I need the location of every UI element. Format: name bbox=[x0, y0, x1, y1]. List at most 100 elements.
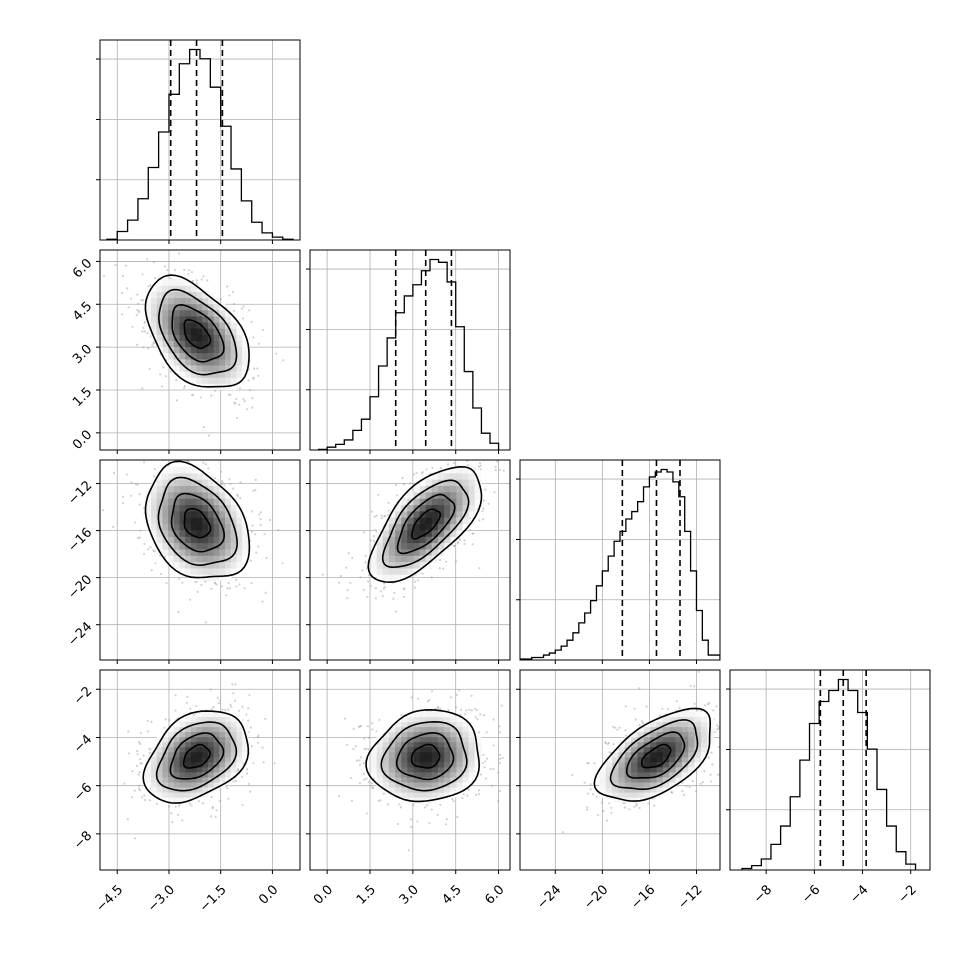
scatter-point bbox=[252, 489, 255, 492]
scatter-point bbox=[220, 483, 223, 486]
scatter-point bbox=[252, 376, 255, 379]
scatter-point bbox=[455, 693, 459, 696]
scatter-point bbox=[359, 576, 362, 579]
density-cell bbox=[413, 766, 421, 773]
density-cell bbox=[185, 561, 192, 569]
scatter-point bbox=[181, 819, 184, 822]
scatter-point bbox=[160, 415, 162, 417]
scatter-point bbox=[464, 713, 467, 716]
density-cell bbox=[156, 542, 163, 550]
density-cell bbox=[401, 542, 408, 550]
density-cell bbox=[438, 504, 445, 512]
scatter-point bbox=[374, 529, 377, 532]
density-cell bbox=[242, 364, 249, 372]
scatter-point bbox=[183, 455, 185, 457]
density-cell bbox=[173, 510, 181, 518]
density-cell bbox=[156, 328, 163, 335]
density-cell bbox=[190, 291, 198, 299]
density-cell bbox=[196, 529, 203, 537]
density-cell bbox=[190, 746, 198, 753]
scatter-point bbox=[444, 823, 448, 826]
density-cell bbox=[431, 548, 439, 556]
scatter-point bbox=[365, 812, 369, 815]
density-cell bbox=[207, 328, 215, 335]
scatter-point bbox=[282, 359, 285, 362]
density-cell bbox=[413, 761, 421, 768]
density-cell bbox=[156, 776, 163, 783]
scatter-point bbox=[463, 542, 466, 546]
density-cell bbox=[168, 485, 175, 493]
density-cell bbox=[468, 485, 476, 493]
density-cell bbox=[162, 498, 169, 506]
density-cell bbox=[202, 491, 209, 499]
density-cell bbox=[190, 510, 198, 518]
scatter-point bbox=[624, 729, 627, 732]
density-cell bbox=[407, 716, 414, 723]
density-cell bbox=[207, 716, 215, 723]
scatter-point bbox=[195, 282, 198, 285]
density-cell bbox=[382, 529, 390, 537]
density-cell bbox=[168, 731, 175, 738]
density-cell bbox=[219, 756, 226, 763]
scatter-point bbox=[468, 528, 471, 532]
density-cell bbox=[438, 726, 445, 733]
density-cell bbox=[230, 766, 237, 773]
scatter-point bbox=[204, 621, 207, 624]
scatter-point bbox=[242, 762, 245, 765]
scatter-point bbox=[374, 587, 377, 590]
scatter-point bbox=[455, 706, 458, 709]
density-cell bbox=[219, 567, 226, 575]
density-cell bbox=[213, 555, 220, 563]
density-cell bbox=[242, 352, 249, 360]
density-cell bbox=[202, 567, 209, 575]
scatter-point bbox=[504, 452, 506, 454]
density-cell bbox=[431, 716, 439, 723]
scatter-point bbox=[227, 797, 230, 800]
density-cell bbox=[462, 771, 470, 778]
density-cell bbox=[202, 761, 209, 768]
density-cell bbox=[236, 328, 243, 335]
density-cell bbox=[236, 517, 243, 525]
scatter-point bbox=[370, 784, 373, 787]
density-cell bbox=[213, 303, 220, 311]
panel-0-2: −24−20−16−12 bbox=[65, 415, 301, 664]
density-cell bbox=[225, 498, 232, 506]
density-cell bbox=[456, 485, 464, 493]
scatter-point bbox=[693, 702, 696, 705]
density-cell bbox=[151, 787, 158, 793]
density-cell bbox=[419, 504, 427, 512]
density-cell bbox=[438, 792, 445, 798]
scatter-point bbox=[431, 466, 434, 469]
density-cell bbox=[151, 792, 158, 798]
density-cell bbox=[413, 711, 421, 717]
density-cell bbox=[196, 315, 203, 323]
scatter-point bbox=[187, 448, 189, 450]
scatter-point bbox=[168, 719, 171, 722]
density-cell bbox=[444, 472, 451, 480]
scatter-point bbox=[482, 507, 485, 510]
density-cell bbox=[207, 491, 215, 499]
density-cell bbox=[196, 523, 203, 531]
density-cell bbox=[179, 309, 186, 317]
scatter-point bbox=[383, 515, 386, 518]
density-cell bbox=[179, 741, 186, 748]
scatter-point bbox=[496, 460, 499, 463]
density-cell bbox=[419, 555, 427, 563]
scatter-point bbox=[163, 555, 167, 559]
density-cell bbox=[456, 761, 464, 768]
scatter-point bbox=[256, 736, 259, 739]
scatter-point bbox=[402, 587, 405, 590]
scatter-point bbox=[233, 401, 236, 404]
scatter-point bbox=[275, 352, 278, 355]
density-cell bbox=[431, 498, 439, 506]
density-cell bbox=[168, 297, 175, 305]
density-cell bbox=[162, 741, 169, 748]
scatter-point bbox=[492, 767, 495, 770]
scatter-point bbox=[359, 756, 363, 759]
density-cell bbox=[370, 567, 378, 575]
density-cell bbox=[395, 555, 402, 563]
density-cell bbox=[196, 377, 203, 384]
density-cell bbox=[382, 567, 390, 575]
density-cell bbox=[213, 491, 220, 499]
density-cell bbox=[185, 364, 192, 372]
